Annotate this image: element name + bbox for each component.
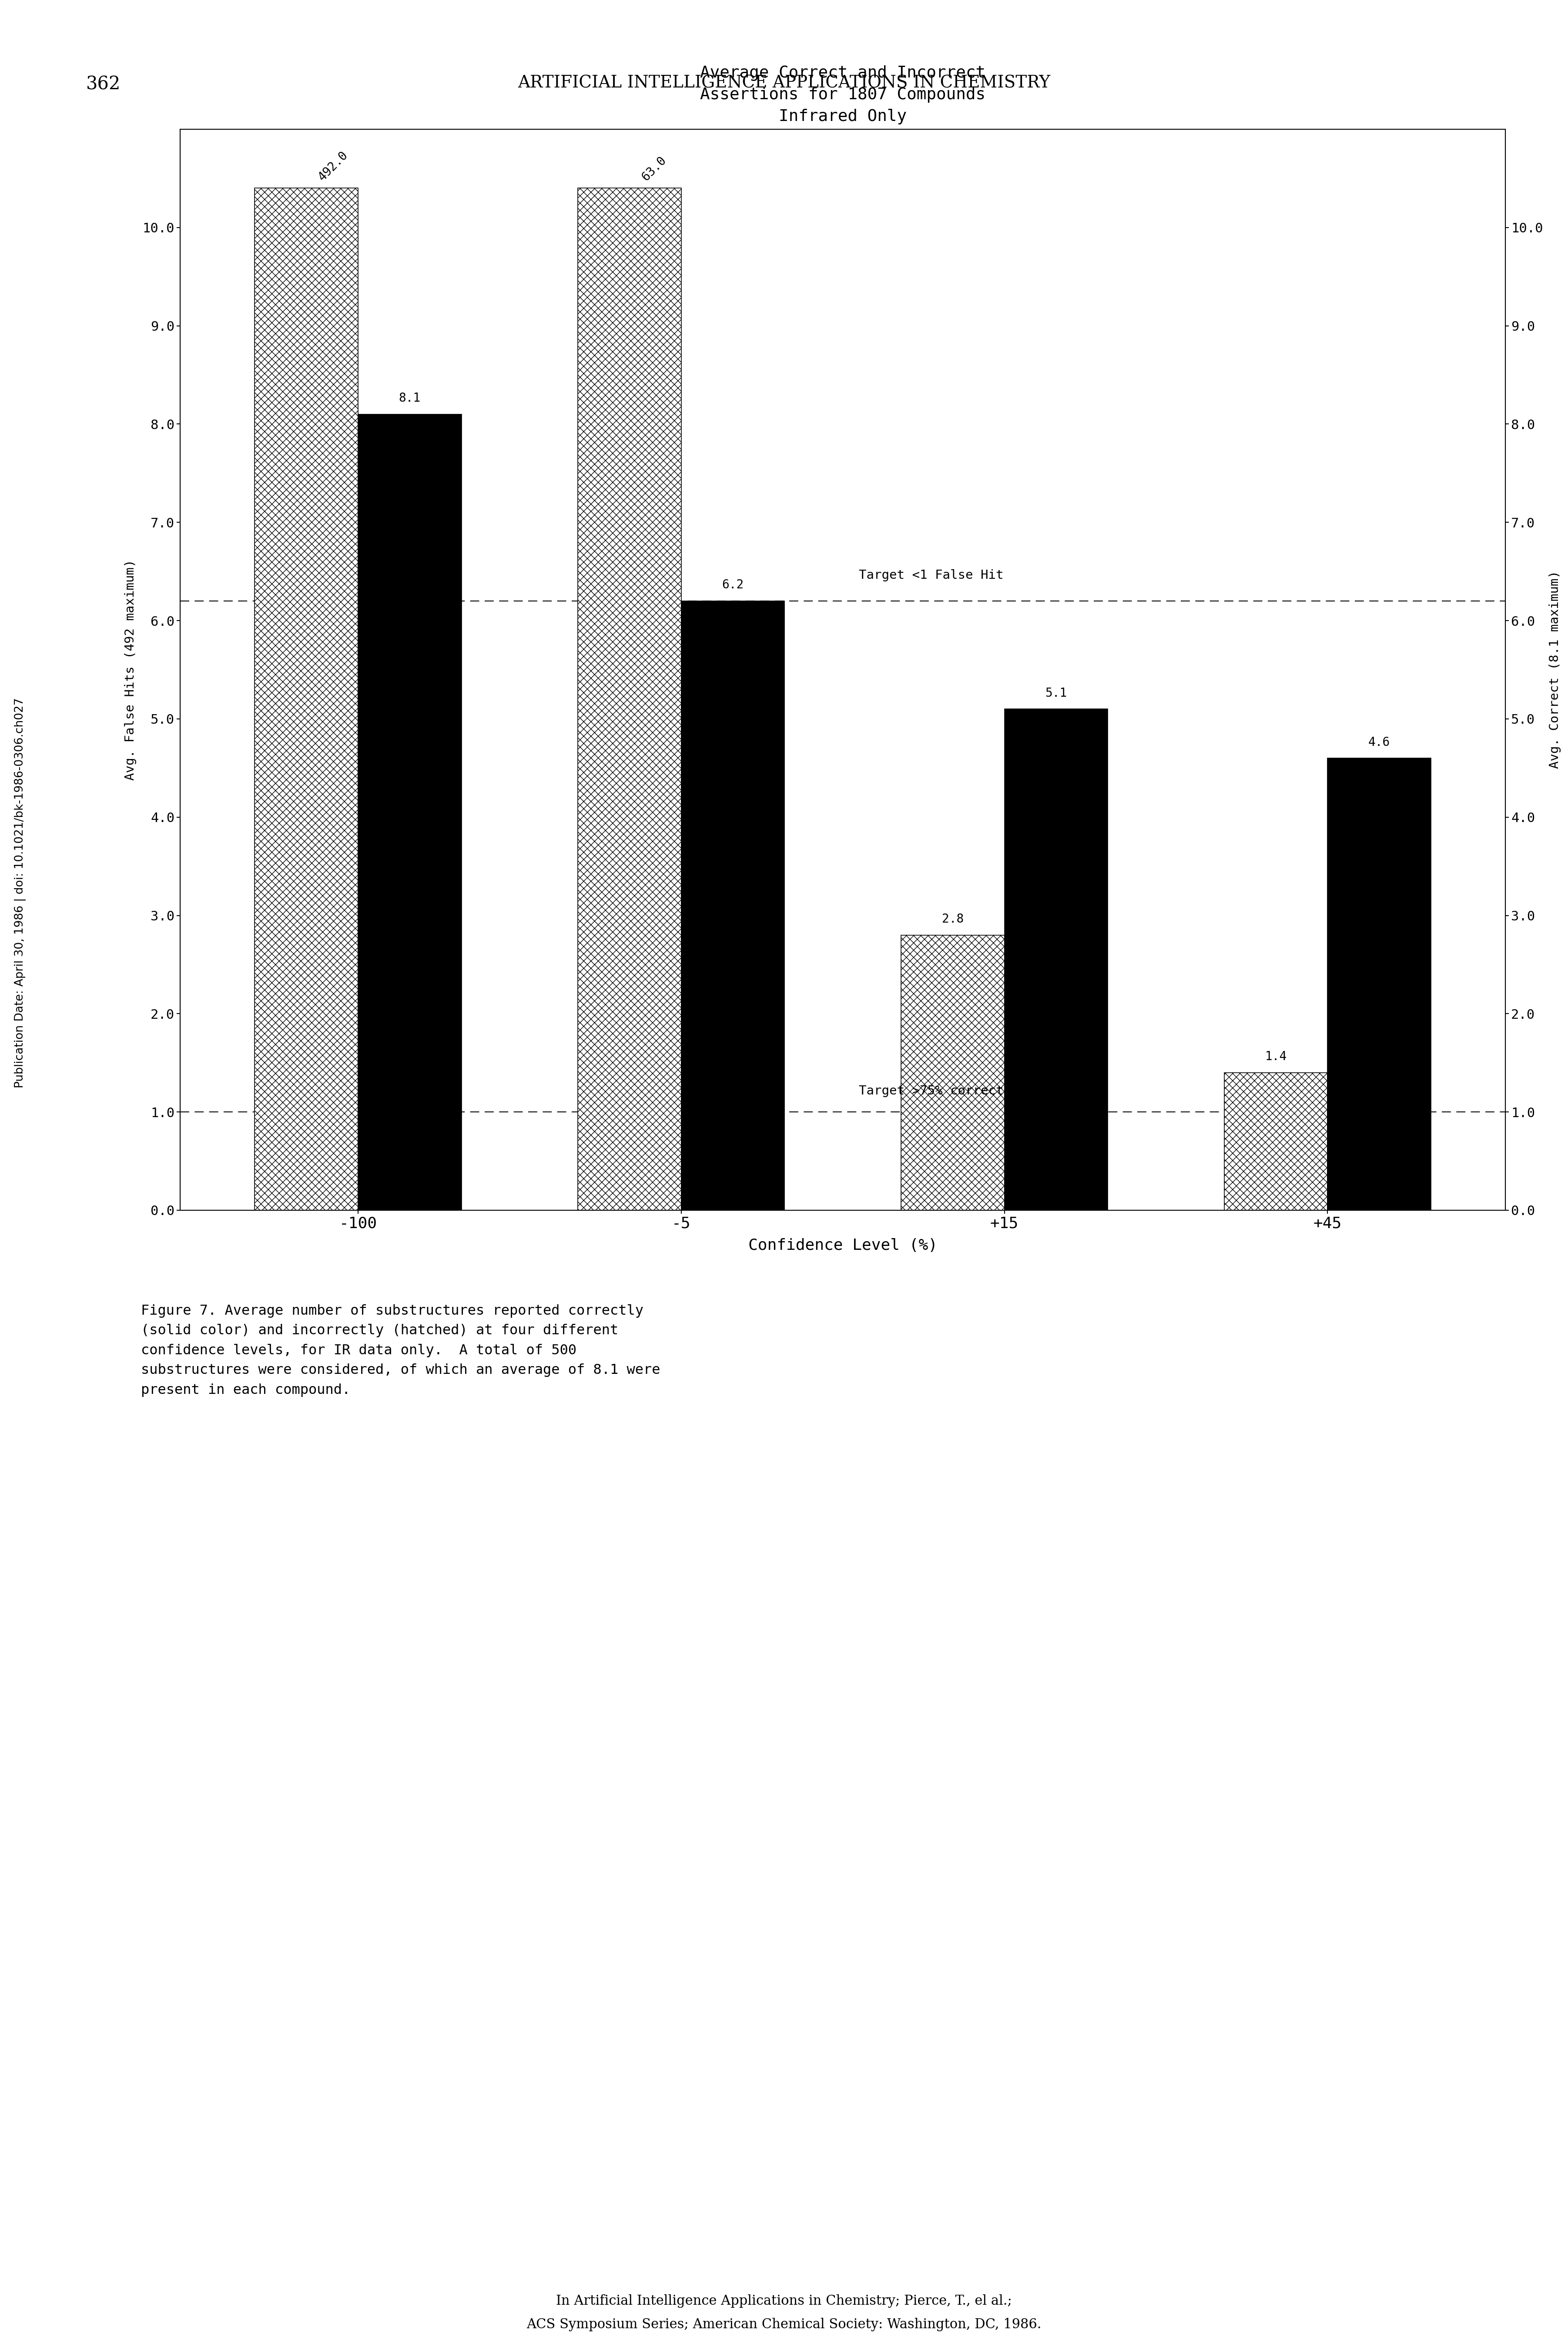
Text: Target <1 False Hit: Target <1 False Hit (859, 569, 1004, 580)
Bar (902, 935, 1005, 1210)
Bar (254, 188, 358, 1210)
Bar (358, 414, 461, 1210)
Text: 5.1: 5.1 (1046, 686, 1066, 700)
Bar (1005, 710, 1107, 1210)
Text: 2.8: 2.8 (942, 914, 964, 926)
Text: 8.1: 8.1 (398, 392, 420, 404)
Text: ARTIFICIAL INTELLIGENCE APPLICATIONS IN CHEMISTRY: ARTIFICIAL INTELLIGENCE APPLICATIONS IN … (517, 75, 1051, 92)
Bar (1225, 1072, 1328, 1210)
Y-axis label: Avg. False Hits (492 maximum): Avg. False Hits (492 maximum) (124, 559, 136, 780)
Text: 4.6: 4.6 (1369, 736, 1391, 747)
Bar (1328, 759, 1432, 1210)
Y-axis label: Avg. Correct (8.1 maximum): Avg. Correct (8.1 maximum) (1549, 571, 1562, 768)
Bar (579, 188, 681, 1210)
Text: Target >75% correct: Target >75% correct (859, 1086, 1004, 1097)
Text: 6.2: 6.2 (721, 578, 743, 592)
Title: Average Correct and Incorrect
Assertions for 1807 Compounds
Infrared Only: Average Correct and Incorrect Assertions… (699, 66, 986, 125)
Text: In Artificial Intelligence Applications in Chemistry; Pierce, T., el al.;: In Artificial Intelligence Applications … (557, 2294, 1011, 2308)
Text: Publication Date: April 30, 1986 | doi: 10.1021/bk-1986-0306.ch027: Publication Date: April 30, 1986 | doi: … (14, 698, 27, 1088)
Text: 362: 362 (86, 75, 121, 94)
X-axis label: Confidence Level (%): Confidence Level (%) (748, 1238, 938, 1253)
Text: Figure 7. Average number of substructures reported correctly
(solid color) and i: Figure 7. Average number of substructure… (141, 1304, 660, 1396)
Text: 63.0: 63.0 (640, 155, 668, 183)
Text: 1.4: 1.4 (1265, 1050, 1287, 1062)
Text: ACS Symposium Series; American Chemical Society: Washington, DC, 1986.: ACS Symposium Series; American Chemical … (527, 2317, 1041, 2331)
Text: 492.0: 492.0 (317, 148, 350, 183)
Bar (681, 602, 784, 1210)
